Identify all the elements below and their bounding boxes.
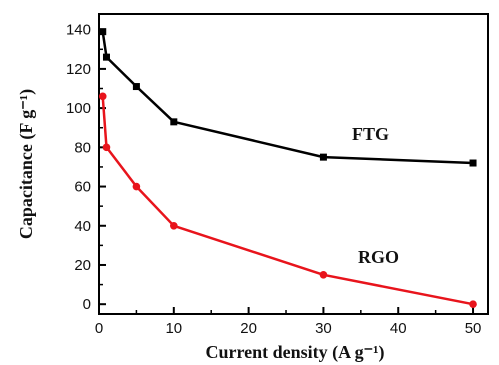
y-tick-label: 100 — [66, 100, 91, 117]
y-tick-label: 140 — [66, 22, 91, 39]
x-tick-label: 20 — [240, 320, 257, 337]
x-tick-label: 50 — [465, 320, 482, 337]
series-line-rgo — [101, 96, 474, 306]
data-point-ftg — [99, 28, 107, 36]
x-tick-label: 0 — [95, 320, 103, 337]
series-label-ftg: FTG — [352, 124, 389, 144]
data-point-rgo — [170, 221, 178, 230]
y-tick-label: 80 — [74, 139, 91, 156]
series-markers — [98, 28, 477, 308]
data-point-rgo — [132, 182, 141, 191]
plot-frame — [98, 13, 489, 315]
data-point-ftg — [319, 153, 327, 161]
axis-tick-labels: 0 20 40 60 80 100 120 140 0 10 20 30 40 50 — [66, 22, 481, 337]
x-tick-label: 40 — [390, 320, 407, 337]
data-point-rgo — [469, 300, 477, 308]
y-tick-label: 20 — [74, 257, 91, 274]
data-point-rgo — [98, 92, 107, 101]
data-point-ftg — [170, 118, 178, 126]
x-axis-label: Current density (A g⁻¹) — [205, 342, 384, 363]
axis-ticks — [98, 28, 475, 314]
data-point-rgo — [102, 143, 111, 152]
y-tick-label: 0 — [83, 296, 91, 313]
series-lines — [101, 31, 474, 306]
y-axis-label: Capacitance (F g⁻¹) — [16, 89, 37, 239]
data-point-rgo — [319, 270, 328, 279]
y-tick-label: 120 — [66, 61, 91, 78]
y-tick-label: 60 — [74, 179, 91, 196]
data-point-ftg — [132, 83, 140, 91]
data-point-ftg — [102, 53, 110, 61]
series-line-ftg — [101, 31, 474, 165]
x-tick-label: 30 — [315, 320, 332, 337]
series-label-rgo: RGO — [358, 247, 399, 267]
y-tick-label: 40 — [74, 218, 91, 235]
data-point-ftg — [469, 159, 477, 167]
x-tick-label: 10 — [165, 320, 182, 337]
